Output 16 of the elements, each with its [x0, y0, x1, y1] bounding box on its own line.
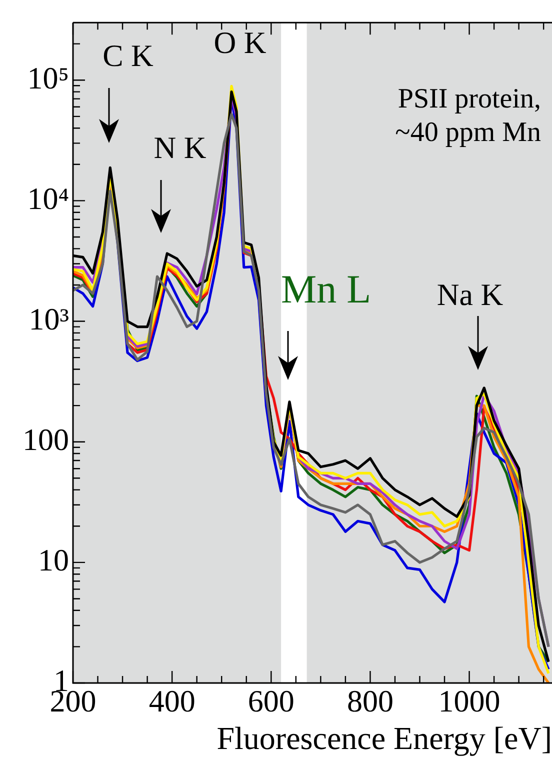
x-tick-label: 800: [346, 684, 394, 719]
y-tick-label: 10³: [28, 301, 69, 336]
annotation: Mn L: [281, 266, 371, 312]
annotation: PSII protein, ~40 ppm Mn: [395, 83, 541, 148]
x-axis-title: Fluorescence Energy [eV]: [216, 720, 552, 756]
x-tick-label: 400: [148, 684, 196, 719]
y-tick-label: 100: [22, 422, 69, 457]
x-tick-label: 600: [248, 684, 294, 719]
annotation: Na K: [436, 277, 504, 312]
y-tick-label: 10: [38, 542, 69, 578]
y-tick-label: 10⁵: [27, 60, 69, 96]
annotation: C K: [102, 38, 154, 74]
annotation: O K: [214, 25, 267, 60]
annotation: N K: [154, 130, 207, 166]
x-tick-label: 1000: [438, 684, 500, 719]
y-tick-label: 10⁴: [27, 180, 69, 216]
